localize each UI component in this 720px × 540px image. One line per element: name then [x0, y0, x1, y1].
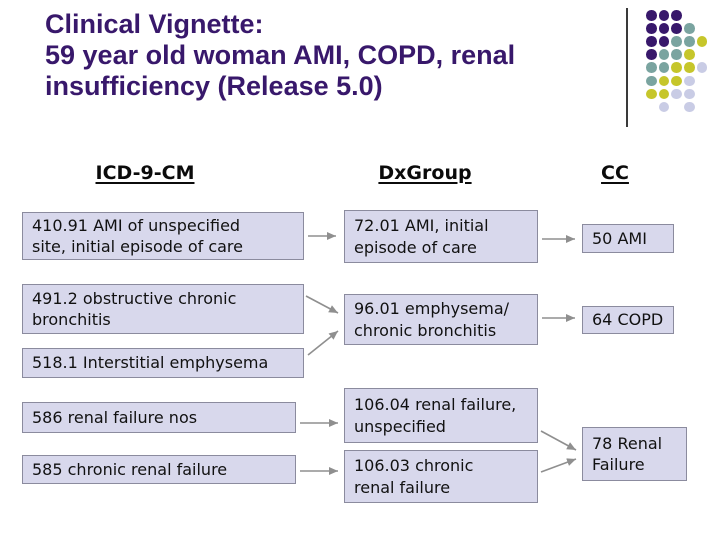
column-header-dxgroup: DxGroup — [378, 162, 472, 184]
dxgroup-box-72-01: 72.01 AMI, initial episode of care — [344, 210, 538, 263]
arrow-491-2-to-96-01 — [305, 295, 339, 314]
icd-box-410-91: 410.91 AMI of unspecified site, initial … — [22, 212, 304, 260]
logo-dot — [646, 62, 657, 73]
arrow-106-04-to-78 — [540, 430, 577, 451]
logo-dot — [646, 49, 657, 60]
dots-logo — [646, 10, 716, 120]
slide-title: Clinical Vignette: 59 year old woman AMI… — [45, 9, 516, 101]
cc-box-78-renal-failure: 78 Renal Failure — [582, 427, 687, 481]
cc-box-50-ami: 50 AMI — [582, 224, 674, 253]
logo-dot — [658, 101, 670, 113]
arrow-106-03-to-78 — [540, 458, 577, 473]
logo-dot — [684, 101, 695, 113]
icd-box-491-2: 491.2 obstructive chronic bronchitis — [22, 284, 304, 334]
divider-line — [626, 8, 628, 127]
logo-dot — [671, 36, 682, 47]
logo-dot — [684, 36, 695, 47]
dxgroup-box-96-01: 96.01 emphysema/ chronic bronchitis — [344, 294, 538, 345]
logo-dot — [646, 36, 657, 47]
dxgroup-box-106-04: 106.04 renal failure, unspecified — [344, 388, 538, 443]
logo-dot — [684, 49, 695, 60]
arrow-518-1-to-96-01 — [307, 330, 339, 356]
logo-dot — [671, 49, 682, 60]
logo-dot — [658, 88, 670, 100]
logo-dot — [684, 75, 695, 86]
logo-dot — [671, 23, 682, 34]
logo-dot — [671, 10, 682, 21]
logo-dot — [684, 62, 695, 73]
logo-dot — [658, 10, 670, 21]
icd-box-518-1: 518.1 Interstitial emphysema — [22, 348, 304, 378]
logo-dot — [671, 75, 682, 86]
logo-dot — [696, 62, 708, 73]
logo-dot — [646, 88, 657, 100]
logo-dot — [646, 10, 657, 21]
logo-dot — [696, 36, 708, 47]
logo-dot — [684, 88, 695, 100]
logo-dot — [684, 23, 695, 34]
logo-dot — [646, 75, 657, 86]
logo-dot — [658, 23, 670, 34]
cc-box-64-copd: 64 COPD — [582, 306, 674, 334]
logo-dot — [658, 36, 670, 47]
column-header-cc: CC — [601, 162, 629, 184]
logo-dot — [671, 88, 682, 100]
logo-dot — [658, 62, 670, 73]
logo-dot — [658, 75, 670, 86]
column-header-icd: ICD-9-CM — [95, 162, 195, 184]
icd-box-585: 585 chronic renal failure — [22, 455, 296, 484]
logo-dot — [658, 49, 670, 60]
logo-dot — [671, 62, 682, 73]
logo-dot — [646, 23, 657, 34]
dxgroup-box-106-03: 106.03 chronic renal failure — [344, 450, 538, 503]
icd-box-586: 586 renal failure nos — [22, 402, 296, 433]
